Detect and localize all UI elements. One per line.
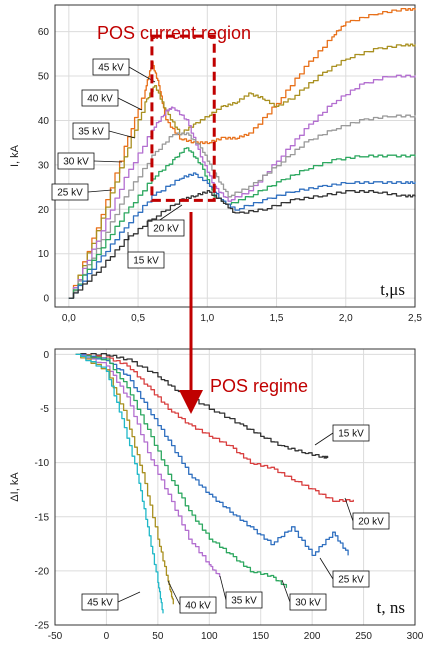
label-leader-line (87, 189, 113, 193)
pos-regime-label: POS regime (210, 376, 308, 396)
series-line-40-kv (75, 353, 174, 605)
series-label: 45 kV (87, 598, 113, 609)
y-tick-label: 30 (38, 160, 50, 171)
x-tick-label: 0,5 (131, 313, 145, 324)
series-line-45-kv (75, 353, 164, 614)
y-tick-label: 20 (38, 205, 50, 216)
pos-current-region-label: POS current region (97, 23, 251, 43)
plot-frame (54, 4, 416, 308)
x-tick-label: 200 (304, 631, 321, 642)
series-label: 25 kV (338, 575, 364, 586)
label-leader-line (117, 97, 143, 111)
series-line-15-kv (68, 190, 416, 299)
x-tick-label: 250 (355, 631, 372, 642)
series-label-box (147, 219, 185, 237)
y-tick-label: -20 (35, 566, 50, 577)
y-tick-label: 40 (38, 116, 50, 127)
y-tick-label: -10 (35, 458, 50, 469)
y-tick-label: -5 (40, 404, 49, 415)
label-leader-line (108, 130, 136, 139)
series-label-box (332, 424, 370, 442)
y-tick-label: 50 (38, 72, 50, 83)
y-tick-label: 10 (38, 249, 50, 260)
label-leader-line (93, 160, 123, 163)
series-label: 30 kV (63, 157, 89, 168)
x-tick-label: 1,0 (200, 313, 214, 324)
series-label: 15 kV (133, 256, 159, 267)
series-line-15-kv (75, 352, 329, 459)
series-line-25-kv (68, 147, 416, 299)
y-tick-label: 0 (43, 294, 49, 305)
y-tick-label: 60 (38, 27, 50, 38)
series-label-box (51, 183, 89, 201)
pos-region-box (150, 34, 216, 202)
chart-panel-1: 0,0 0,5 1,0 1,5 2,0 2,5 0 10 20 30 40 50 60 I, kA t,μs… (9, 4, 422, 324)
series-line-30-kv (68, 114, 416, 299)
series-label-box (289, 593, 327, 611)
series-label-box (332, 570, 370, 588)
x-tick-label: -50 (48, 631, 63, 642)
series-line-20-kv (75, 353, 354, 502)
series-line-35-kv (75, 353, 221, 578)
y-tick-label: -25 (35, 621, 50, 632)
series-label-box (81, 89, 119, 107)
series-label-box (81, 593, 119, 611)
series-label: 20 kV (358, 517, 384, 528)
y-tick-label: 0 (43, 350, 49, 361)
series-line-30-kv (75, 353, 288, 588)
series-line-35-kv (68, 74, 416, 299)
series-line-40-kv (68, 43, 416, 299)
series-label-box (72, 122, 110, 140)
series-label-box (352, 512, 390, 530)
time-unit-label: t,μs (380, 280, 405, 299)
series-label: 20 kV (153, 224, 179, 235)
x-tick-label: 50 (152, 631, 164, 642)
series-label: 45 kV (98, 63, 124, 74)
x-tick-label: 0 (104, 631, 110, 642)
time-unit-label: t, ns (377, 598, 405, 617)
x-tick-label: 300 (407, 631, 424, 642)
label-leader-line (117, 591, 141, 603)
series-line-45-kv (68, 7, 416, 299)
series-label-box (92, 58, 130, 76)
x-tick-label: 1,5 (270, 313, 284, 324)
x-tick-label: 2,5 (408, 313, 422, 324)
y-tick-label: -15 (35, 512, 50, 523)
x-tick-label: 0,0 (62, 313, 76, 324)
series-label-box (225, 591, 263, 609)
plot-frame (54, 348, 416, 626)
series-label: 40 kV (185, 601, 211, 612)
series-label: 25 kV (57, 188, 83, 199)
label-leader-line (344, 497, 354, 522)
series-label-box (57, 152, 95, 170)
chart-panel-2: -50 0 50 100 150 200 250 300 0 -5 -10 -15 -20 -25 ΔI, … (9, 348, 424, 642)
series-label-box (127, 251, 165, 269)
series-line-25-kv (75, 353, 349, 557)
label-leader-line (314, 432, 334, 446)
label-leader-line (319, 557, 334, 580)
series-label-box (179, 596, 217, 614)
y-axis-label: I, kA (9, 144, 21, 167)
x-tick-label: 100 (201, 631, 218, 642)
series-label: 15 kV (338, 429, 364, 440)
label-leader-line (281, 579, 291, 603)
y-axis-label: ΔI, kA (9, 472, 21, 502)
x-tick-label: 150 (252, 631, 269, 642)
label-leader-line (219, 575, 227, 601)
series-label: 30 kV (295, 598, 321, 609)
label-leader-line (167, 580, 181, 606)
series-label: 40 kV (87, 94, 113, 105)
series-label: 35 kV (231, 596, 257, 607)
x-tick-label: 2,0 (339, 313, 353, 324)
series-label: 35 kV (78, 127, 104, 138)
